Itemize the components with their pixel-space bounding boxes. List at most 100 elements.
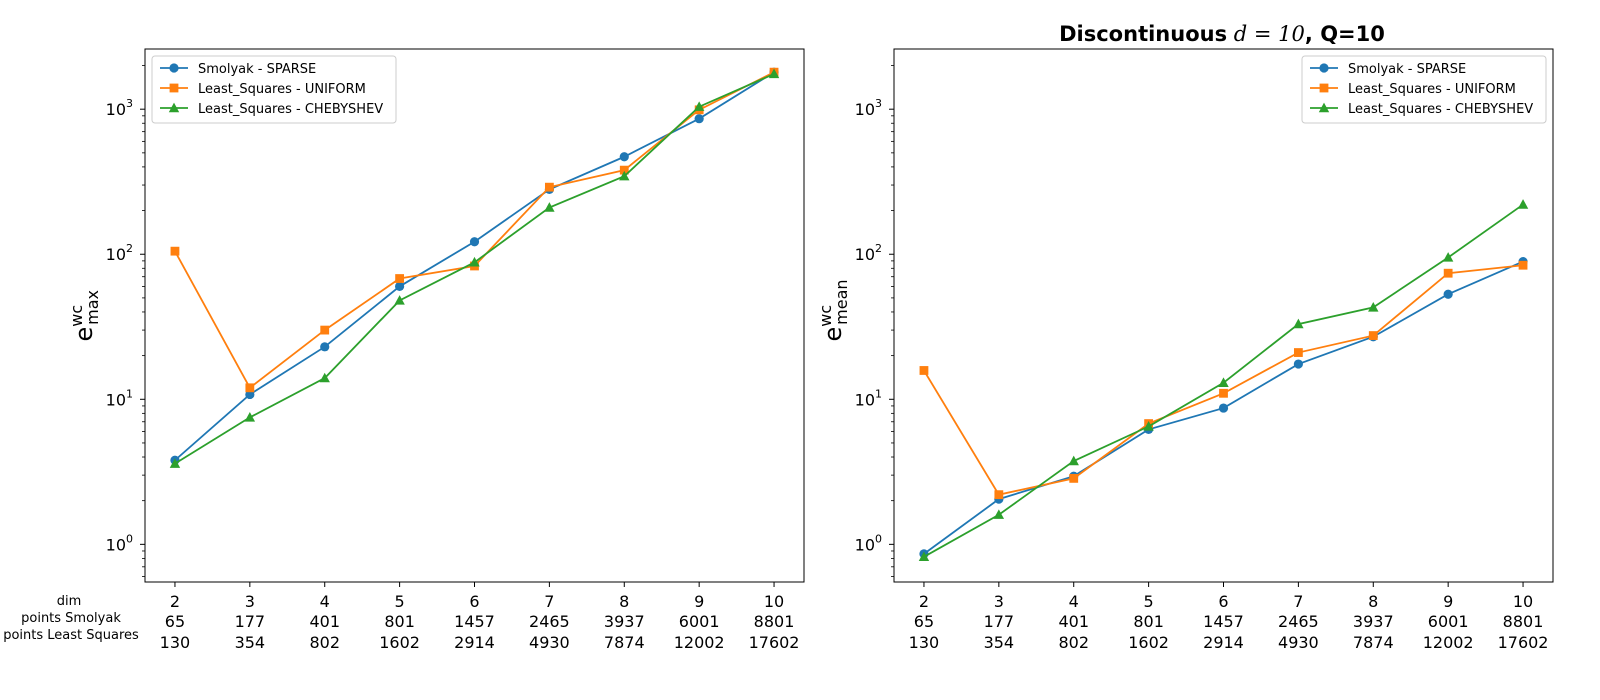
y-axis-label: ewcmax <box>67 290 102 342</box>
x-tick-label-points-smolyak: 65 <box>165 612 185 631</box>
data-point <box>1368 302 1379 312</box>
data-point <box>544 202 555 212</box>
data-point <box>619 170 630 181</box>
data-point <box>320 325 330 335</box>
x-tick-label-dim: 9 <box>1443 592 1453 611</box>
data-point <box>170 246 180 256</box>
x-tick-label-dim: 7 <box>544 592 554 611</box>
y-tick-label: 102 <box>855 242 882 264</box>
data-point <box>245 383 255 393</box>
legend-entry-label: Least_Squares - UNIFORM <box>198 82 366 97</box>
y-tick-label: 100 <box>106 532 133 554</box>
legend-swatch-marker <box>169 83 179 93</box>
x-tick-label-points-least-squares: 17602 <box>749 633 800 652</box>
legend-box <box>1301 55 1547 124</box>
x-tick-label-points-least-squares: 12002 <box>674 633 725 652</box>
x-tick-label-points-smolyak: 801 <box>1133 612 1164 631</box>
x-tick-label-dim: 10 <box>764 592 784 611</box>
legend-swatch-marker <box>1319 83 1329 93</box>
x-tick-label-points-smolyak: 401 <box>1058 612 1089 631</box>
data-point <box>244 412 256 422</box>
data-point <box>1517 199 1529 209</box>
legend-swatch-marker <box>1318 102 1330 113</box>
figure-title-tail: , Q=10 <box>1305 22 1385 46</box>
figure-title-math: d = 10 <box>1234 22 1305 46</box>
x-tick-label-points-smolyak: 65 <box>914 612 934 631</box>
x-tick-label-points-smolyak: 8801 <box>1503 612 1544 631</box>
data-point <box>1293 318 1304 329</box>
x-tick-label-points-least-squares: 130 <box>160 633 191 652</box>
plot-frame <box>893 48 1554 583</box>
x-tick-label-dim: 8 <box>619 592 629 611</box>
x-tick-label-points-smolyak: 6001 <box>679 612 720 631</box>
x-row-label-dim: dim <box>57 594 82 609</box>
y-tick-label: 103 <box>106 97 133 119</box>
y-tick-label: 103 <box>855 97 882 119</box>
x-tick-label-dim: 3 <box>994 592 1004 611</box>
data-point <box>1442 252 1454 262</box>
x-tick-label-points-smolyak: 8801 <box>754 612 795 631</box>
x-tick-label-dim: 8 <box>1368 592 1378 611</box>
x-tick-label-dim: 5 <box>1144 592 1154 611</box>
x-tick-label-points-least-squares: 354 <box>235 633 266 652</box>
x-tick-label-points-smolyak: 1457 <box>1203 612 1244 631</box>
x-tick-label-dim: 4 <box>320 592 330 611</box>
x-tick-label-dim: 10 <box>1513 592 1533 611</box>
x-tick-label-dim: 6 <box>469 592 479 611</box>
x-tick-label-points-least-squares: 802 <box>1058 633 1089 652</box>
x-tick-label-points-least-squares: 17602 <box>1498 633 1549 652</box>
data-point <box>694 114 704 124</box>
legend: Smolyak - SPARSE Least_Squares - UNIFORM L… <box>1301 55 1547 124</box>
legend-entry-label: Least_Squares - CHEBYSHEV <box>198 102 383 117</box>
data-point <box>918 551 930 562</box>
data-point <box>394 295 405 305</box>
x-tick-label-points-smolyak: 3937 <box>1353 612 1394 631</box>
data-point <box>320 342 330 352</box>
data-point <box>1143 421 1154 431</box>
data-point <box>619 165 629 175</box>
data-point <box>469 237 480 247</box>
x-tick-label-points-least-squares: 354 <box>984 633 1015 652</box>
data-point <box>1069 473 1079 483</box>
x-tick-label-points-least-squares: 4930 <box>529 633 570 652</box>
legend: Smolyak - SPARSE Least_Squares - UNIFORM L… <box>151 55 397 124</box>
legend-entry-label: Smolyak - SPARSE <box>198 62 316 77</box>
x-tick-label-points-smolyak: 177 <box>235 612 266 631</box>
series-1 <box>919 256 1528 559</box>
x-tick-label-points-least-squares: 2914 <box>1203 633 1244 652</box>
data-point <box>395 274 405 283</box>
figure-title: Discontinuous d = 10, Q=10 <box>1059 22 1385 46</box>
x-tick-label-points-least-squares: 1602 <box>1128 633 1169 652</box>
data-point <box>1218 403 1229 413</box>
x-tick-label-points-least-squares: 4930 <box>1278 633 1319 652</box>
data-point <box>993 509 1005 519</box>
x-tick-label-points-smolyak: 401 <box>309 612 340 631</box>
x-tick-label-points-least-squares: 802 <box>309 633 340 652</box>
plot-frame <box>144 48 805 583</box>
x-tick-label-points-smolyak: 3937 <box>604 612 645 631</box>
x-tick-label-dim: 3 <box>245 592 255 611</box>
legend-entry-label: Least_Squares - UNIFORM <box>1348 82 1516 97</box>
x-tick-label-points-least-squares: 2914 <box>454 633 495 652</box>
x-tick-label-points-smolyak: 1457 <box>454 612 495 631</box>
x-tick-label-dim: 2 <box>170 592 180 611</box>
data-point <box>1443 289 1453 299</box>
x-tick-label-points-smolyak: 177 <box>984 612 1015 631</box>
data-point <box>1443 268 1453 278</box>
data-point <box>1518 260 1528 270</box>
data-point <box>1293 359 1303 369</box>
legend-entry-label: Smolyak - SPARSE <box>1348 62 1466 77</box>
data-point <box>1219 388 1228 398</box>
y-tick-label: 100 <box>855 532 882 554</box>
x-tick-label-dim: 4 <box>1069 592 1079 611</box>
legend-box <box>151 55 397 124</box>
x-tick-label-points-smolyak: 2465 <box>1278 612 1319 631</box>
data-point <box>319 372 330 383</box>
data-point <box>919 366 929 375</box>
data-point <box>469 256 480 267</box>
x-tick-label-points-least-squares: 130 <box>909 633 940 652</box>
data-point <box>1068 455 1079 466</box>
data-point <box>1218 377 1229 387</box>
